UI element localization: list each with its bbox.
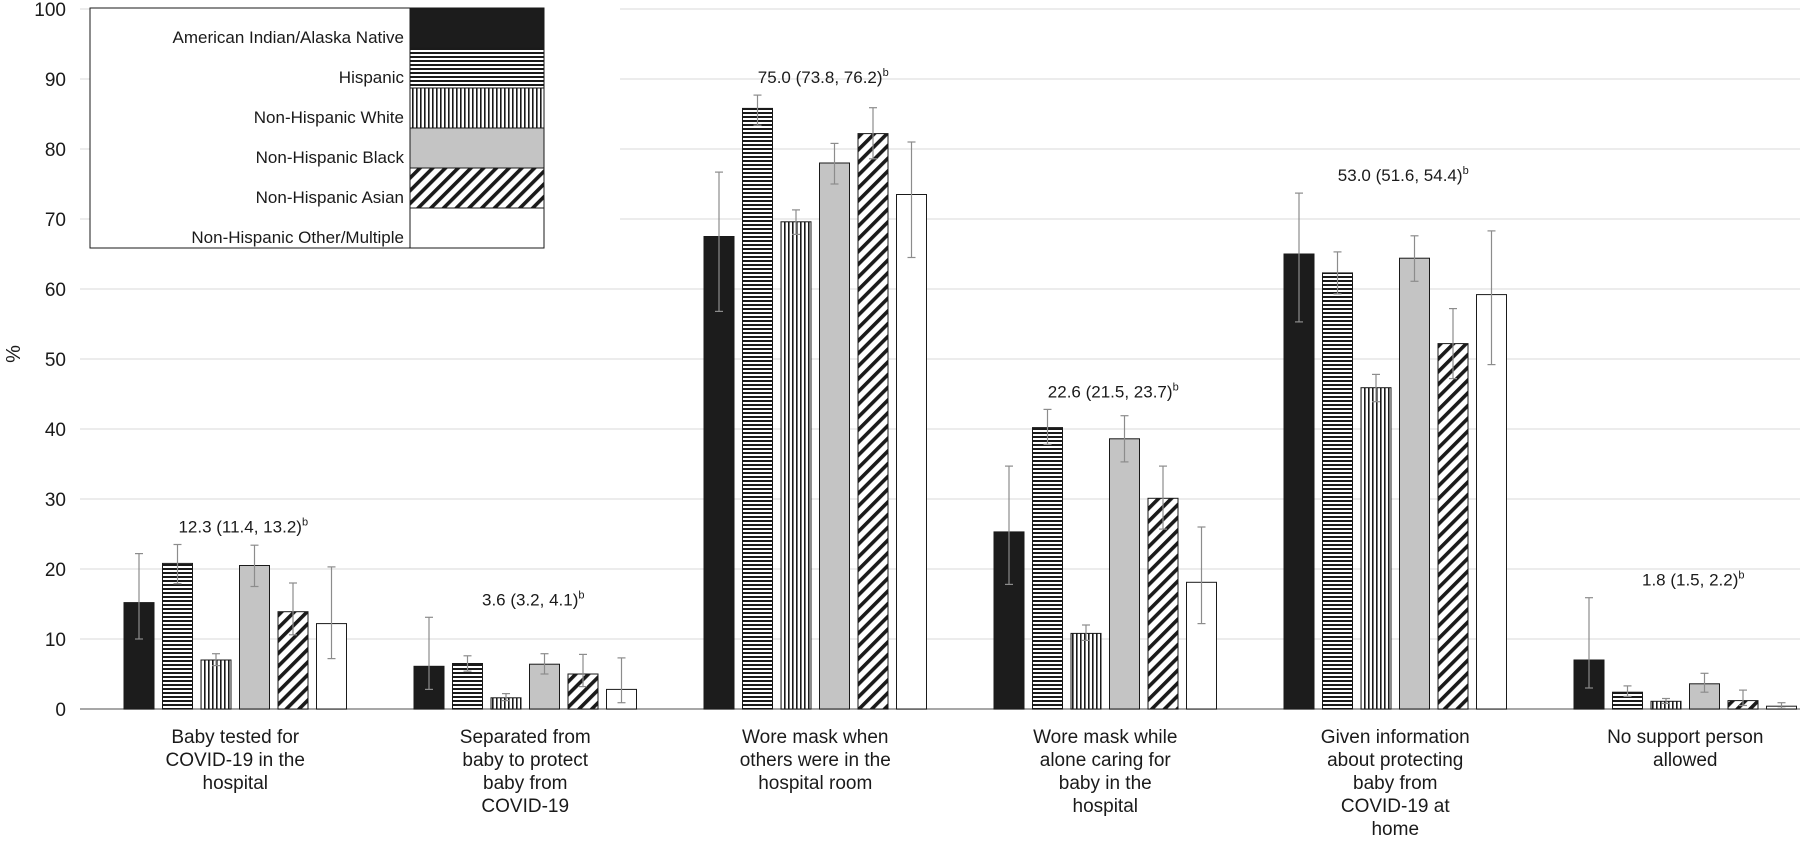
group-annotation: 22.6 (21.5, 23.7)b <box>1048 381 1179 401</box>
y-tick-label: 0 <box>55 700 66 721</box>
bar <box>857 133 889 710</box>
bar <box>742 107 773 710</box>
legend-label: Non-Hispanic Asian <box>256 188 404 207</box>
group-annotation: 12.3 (11.4, 13.2)b <box>178 517 308 537</box>
x-axis-labels: Baby tested for COVID-19 in the hospital Se… <box>166 727 1764 840</box>
bar <box>703 236 735 710</box>
legend-swatch <box>409 207 545 249</box>
y-tick-label: 100 <box>34 0 66 21</box>
annotations: 12.3 (11.4, 13.2)b 3.6 (3.2, 4.1)b 75.0 (7… <box>178 67 1744 609</box>
legend-swatch <box>409 87 545 129</box>
legend-label: American Indian/Alaska Native <box>172 28 404 47</box>
legend-label: Non-Hispanic White <box>254 108 404 127</box>
bar <box>1109 438 1140 710</box>
legend-label: Hispanic <box>339 68 405 87</box>
bar <box>1283 253 1315 710</box>
y-tick-label: 10 <box>45 630 66 651</box>
legend-swatch <box>409 167 545 209</box>
group-annotation: 1.8 (1.5, 2.2)b <box>1642 570 1745 590</box>
bar <box>1360 387 1392 710</box>
legend-label: Non-Hispanic Black <box>256 148 405 167</box>
category-label: No support person allowed <box>1607 727 1763 771</box>
category-label: Baby tested for COVID-19 in the hospital <box>166 727 305 794</box>
category-label: Wore mask when others were in the hospital… <box>740 727 891 794</box>
category-label: Separated from baby to protect baby from CO… <box>460 727 591 817</box>
group-annotation: 53.0 (51.6, 54.4)b <box>1338 165 1469 185</box>
category-label: Wore mask while alone caring for baby in t… <box>1033 727 1177 817</box>
y-tick-label: 50 <box>45 350 66 371</box>
y-tick-label: 70 <box>45 210 66 231</box>
group-annotation: 75.0 (73.8, 76.2)b <box>758 67 889 87</box>
bar <box>896 194 927 710</box>
bar <box>200 659 232 710</box>
y-tick-label: 60 <box>45 280 66 301</box>
y-tick-label: 40 <box>45 420 66 441</box>
bar <box>1070 632 1102 710</box>
bar <box>1399 257 1430 710</box>
bar <box>1032 427 1063 710</box>
y-tick-label: 20 <box>45 560 66 581</box>
category-label: Given information about protecting baby fr… <box>1321 727 1470 840</box>
bar <box>1437 343 1469 710</box>
y-tick-label: 30 <box>45 490 66 511</box>
legend-border <box>89 7 545 249</box>
legend: American Indian/Alaska Native Hispanic Non… <box>89 4 620 262</box>
legend-swatch <box>409 47 545 89</box>
bar <box>819 162 850 710</box>
bar <box>162 562 193 710</box>
error-bars <box>135 94 1786 709</box>
y-axis: 0 10 20 30 40 50 60 70 80 90 100% <box>3 0 66 721</box>
y-tick-label: 90 <box>45 70 66 91</box>
y-axis-label: % <box>3 345 25 363</box>
legend-swatch <box>409 127 545 169</box>
legend-label: Non-Hispanic Other/Multiple <box>191 228 404 247</box>
bar <box>780 221 812 710</box>
y-tick-label: 80 <box>45 140 66 161</box>
legend-swatch <box>409 7 545 49</box>
bars <box>123 107 1797 710</box>
bar <box>239 565 270 710</box>
bar <box>1147 497 1179 710</box>
bar <box>1322 272 1353 710</box>
group-annotation: 3.6 (3.2, 4.1)b <box>482 589 585 609</box>
